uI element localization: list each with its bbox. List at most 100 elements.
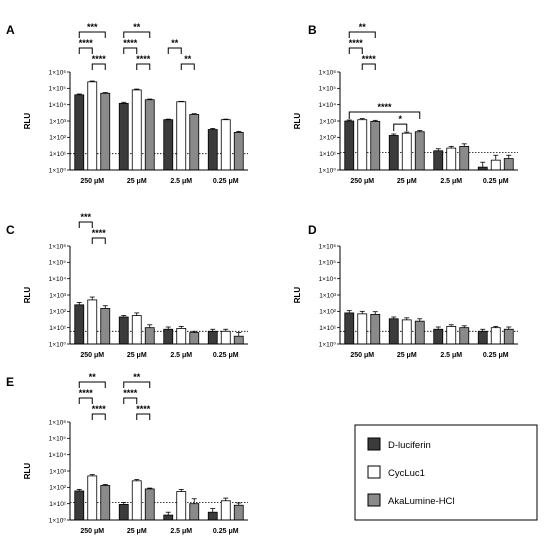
bar [433,328,444,345]
y-tick-label: 1×10⁵ [49,260,67,267]
bar [220,500,231,521]
y-tick-label: 1×10³ [319,118,337,125]
significance-bracket [136,413,151,420]
panel-d: D 1×10⁰ 1×10¹ 1×10² 1×10³ 1×10⁴ 1×10⁵ 1×10⁶ RLU 2… [293,223,518,359]
x-category-label: 25 μM [127,528,147,535]
bar [163,514,174,521]
significance-bracket [123,47,138,54]
legend-swatch [367,465,381,479]
bar [233,335,244,345]
y-tick-label: 1×10⁰ [319,167,337,174]
bar [503,328,514,345]
bar [74,304,85,345]
y-tick-label: 1×10¹ [49,151,67,158]
x-category-label: 2.5 μM [170,178,192,185]
y-tick-label: 1×10⁰ [49,517,67,524]
significance-label: **** [92,54,107,64]
bar [176,101,187,171]
significance-bracket [348,47,363,54]
y-tick-label: 1×10¹ [319,325,337,332]
significance-label: **** [136,54,151,64]
x-category-label: 0.25 μM [213,178,239,185]
bar [414,320,425,345]
legend-box [354,424,538,521]
significance-label: ** [171,38,179,48]
y-tick-label: 1×10⁴ [49,452,67,459]
y-axis-label: RLU [293,287,302,304]
panel-a: A 1×10⁰ 1×10¹ 1×10² 1×10³ 1×10⁴ 1×10⁵ 1×10⁶ RLU 2… [6,22,248,185]
y-tick-label: 1×10⁵ [319,86,337,93]
bar [490,327,501,345]
bar [118,102,129,171]
x-category-label: 250 μM [80,352,104,359]
bar [100,308,111,345]
y-tick-label: 1×10⁰ [49,167,67,174]
significance-label: **** [79,388,94,398]
y-tick-label: 1×10⁰ [319,341,337,348]
significance-label: *** [80,212,91,222]
y-axis-label: RLU [23,463,32,480]
y-tick-label: 1×10⁰ [49,341,67,348]
bar [100,485,111,521]
y-axis-label: RLU [23,113,32,130]
bar [446,147,457,171]
x-category-label: 25 μM [397,352,417,359]
y-tick-label: 1×10⁵ [49,86,67,93]
bar [144,99,155,171]
legend-label: CycLuc1 [388,468,425,479]
x-category-label: 250 μM [350,178,374,185]
significance-bracket [348,31,376,38]
bar [163,119,174,171]
bar [357,119,368,171]
bar [207,511,218,521]
y-tick-label: 1×10⁴ [49,276,67,283]
significance-bracket [361,63,376,70]
bar [74,94,85,171]
panel-b: B 1×10⁰ 1×10¹ 1×10² 1×10³ 1×10⁴ 1×10⁵ 1×10⁶ RLU 2… [293,22,518,185]
panel-letter: C [6,223,15,237]
legend: D-luciferin CycLuc1 AkaLumine-HCl [354,424,538,521]
y-tick-label: 1×10⁶ [49,419,67,426]
bar [176,491,187,521]
y-tick-label: 1×10³ [49,118,67,125]
bar [87,81,98,171]
y-tick-label: 1×10² [49,135,67,142]
x-category-label: 2.5 μM [440,352,462,359]
y-tick-label: 1×10⁴ [319,276,337,283]
y-axis-label: RLU [23,287,32,304]
significance-label: **** [136,404,151,414]
significance-bracket [78,31,106,38]
bar [163,328,174,345]
significance-bracket [123,381,151,388]
y-axis-label: RLU [293,113,302,130]
bar [233,504,244,521]
y-tick-label: 1×10⁶ [319,243,337,250]
x-category-label: 250 μM [350,352,374,359]
bar [503,158,514,171]
significance-label: **** [92,228,107,238]
y-tick-label: 1×10⁵ [319,260,337,267]
significance-bracket [91,237,106,244]
y-tick-label: 1×10² [49,485,67,492]
bar [220,119,231,171]
significance-bracket [393,123,408,132]
legend-swatch [367,493,381,507]
bar [370,120,381,171]
bar [401,319,412,345]
bar [459,145,470,171]
bar [414,131,425,171]
significance-bracket [78,221,93,228]
bar [189,503,200,521]
y-tick-label: 1×10¹ [319,151,337,158]
significance-label: **** [349,38,364,48]
legend-label: D-luciferin [388,440,431,451]
x-category-label: 2.5 μM [440,178,462,185]
bar [477,330,488,345]
significance-label: **** [92,404,107,414]
bar [344,312,355,345]
panel-e: E 1×10⁰ 1×10¹ 1×10² 1×10³ 1×10⁴ 1×10⁵ 1×10⁶ RLU 2… [6,372,248,535]
bar [388,318,399,345]
y-tick-label: 1×10³ [49,468,67,475]
x-category-label: 25 μM [397,178,417,185]
x-category-label: 2.5 μM [170,528,192,535]
